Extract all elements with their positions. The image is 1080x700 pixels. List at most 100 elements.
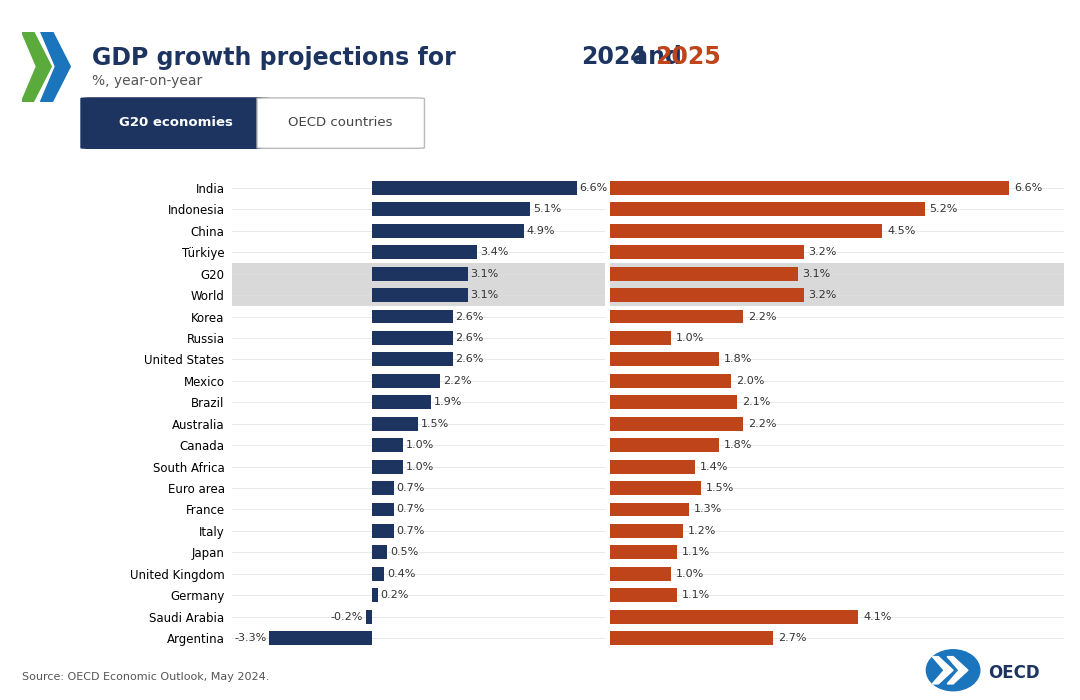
Bar (372, 416, 418, 430)
Bar (610, 181, 1010, 195)
Bar (610, 438, 719, 452)
Text: 1.9%: 1.9% (433, 398, 462, 407)
Text: 2.2%: 2.2% (443, 376, 471, 386)
Bar (372, 309, 453, 323)
Text: -0.2%: -0.2% (330, 612, 363, 622)
Bar (610, 352, 719, 366)
Bar (372, 267, 469, 281)
Bar (372, 481, 393, 495)
Text: 2.2%: 2.2% (748, 312, 777, 321)
FancyBboxPatch shape (257, 98, 424, 148)
Polygon shape (41, 32, 70, 102)
Text: 4.1%: 4.1% (863, 612, 891, 622)
Bar (610, 267, 798, 281)
Text: -3.3%: -3.3% (234, 633, 267, 643)
Bar (372, 503, 393, 517)
Bar (610, 284, 1064, 306)
Text: 3.1%: 3.1% (471, 269, 499, 279)
Text: 0.2%: 0.2% (380, 590, 409, 601)
Bar (610, 610, 859, 624)
Text: 2.6%: 2.6% (455, 312, 484, 321)
Bar (372, 460, 403, 474)
Text: 2.6%: 2.6% (455, 354, 484, 365)
Circle shape (927, 650, 980, 691)
Text: 1.0%: 1.0% (405, 461, 434, 472)
Bar (610, 631, 773, 645)
Bar (372, 524, 393, 538)
Text: 1.0%: 1.0% (675, 333, 704, 343)
Bar (372, 352, 453, 366)
Text: OECD countries: OECD countries (288, 116, 393, 129)
Bar (610, 202, 924, 216)
Polygon shape (947, 657, 968, 684)
Text: 2024: 2024 (581, 46, 647, 69)
Bar (372, 181, 577, 195)
Bar (366, 610, 372, 624)
Bar (232, 263, 605, 284)
Bar (610, 224, 882, 238)
Bar (610, 567, 671, 581)
Text: 5.1%: 5.1% (532, 204, 561, 214)
Text: 4.5%: 4.5% (887, 225, 916, 236)
Bar (372, 245, 477, 259)
Bar (610, 503, 689, 517)
Text: and: and (624, 46, 690, 69)
Text: 2025: 2025 (656, 46, 721, 69)
Bar (372, 374, 441, 388)
Bar (372, 331, 453, 345)
Bar (610, 416, 743, 430)
Text: 2.1%: 2.1% (742, 398, 770, 407)
Text: 1.0%: 1.0% (405, 440, 434, 450)
Text: 3.1%: 3.1% (471, 290, 499, 300)
Text: 0.7%: 0.7% (396, 505, 424, 514)
Bar (372, 395, 431, 409)
Bar (610, 524, 683, 538)
Text: 2.0%: 2.0% (735, 376, 765, 386)
Text: 2.2%: 2.2% (748, 419, 777, 428)
Text: 1.5%: 1.5% (421, 419, 449, 428)
Text: 1.1%: 1.1% (681, 590, 710, 601)
Bar (610, 481, 701, 495)
Bar (610, 263, 1064, 284)
Text: 1.0%: 1.0% (675, 569, 704, 579)
Text: Source: OECD Economic Outlook, May 2024.: Source: OECD Economic Outlook, May 2024. (22, 673, 269, 682)
Text: 1.5%: 1.5% (705, 483, 734, 493)
Text: 1.3%: 1.3% (693, 505, 721, 514)
Text: 1.1%: 1.1% (681, 547, 710, 557)
Text: 2.7%: 2.7% (779, 633, 807, 643)
Bar (372, 438, 403, 452)
Text: 1.8%: 1.8% (724, 354, 753, 365)
Text: 5.2%: 5.2% (930, 204, 958, 214)
Text: 2.6%: 2.6% (455, 333, 484, 343)
Bar (610, 460, 694, 474)
Bar (610, 288, 804, 302)
Text: 3.4%: 3.4% (480, 247, 509, 257)
Bar (610, 545, 677, 559)
Bar (610, 588, 677, 602)
Bar (610, 395, 738, 409)
Text: 6.6%: 6.6% (579, 183, 608, 193)
Text: %, year-on-year: %, year-on-year (92, 74, 202, 88)
Bar (610, 331, 671, 345)
Text: 1.4%: 1.4% (700, 461, 728, 472)
Text: 6.6%: 6.6% (1014, 183, 1042, 193)
Bar (372, 567, 384, 581)
Bar (372, 545, 388, 559)
Bar (270, 631, 372, 645)
Text: OECD: OECD (988, 664, 1040, 682)
Text: 1.8%: 1.8% (724, 440, 753, 450)
Polygon shape (932, 657, 954, 684)
Bar (372, 288, 469, 302)
Bar (372, 202, 530, 216)
Text: 3.2%: 3.2% (809, 247, 837, 257)
Text: GDP growth projections for: GDP growth projections for (92, 46, 463, 69)
Bar (372, 588, 378, 602)
Text: 3.1%: 3.1% (802, 269, 831, 279)
Text: 0.5%: 0.5% (390, 547, 418, 557)
Bar (232, 284, 605, 306)
Bar (610, 374, 731, 388)
Bar (372, 224, 524, 238)
FancyBboxPatch shape (81, 98, 270, 148)
Text: 4.9%: 4.9% (527, 225, 555, 236)
Bar (610, 309, 743, 323)
